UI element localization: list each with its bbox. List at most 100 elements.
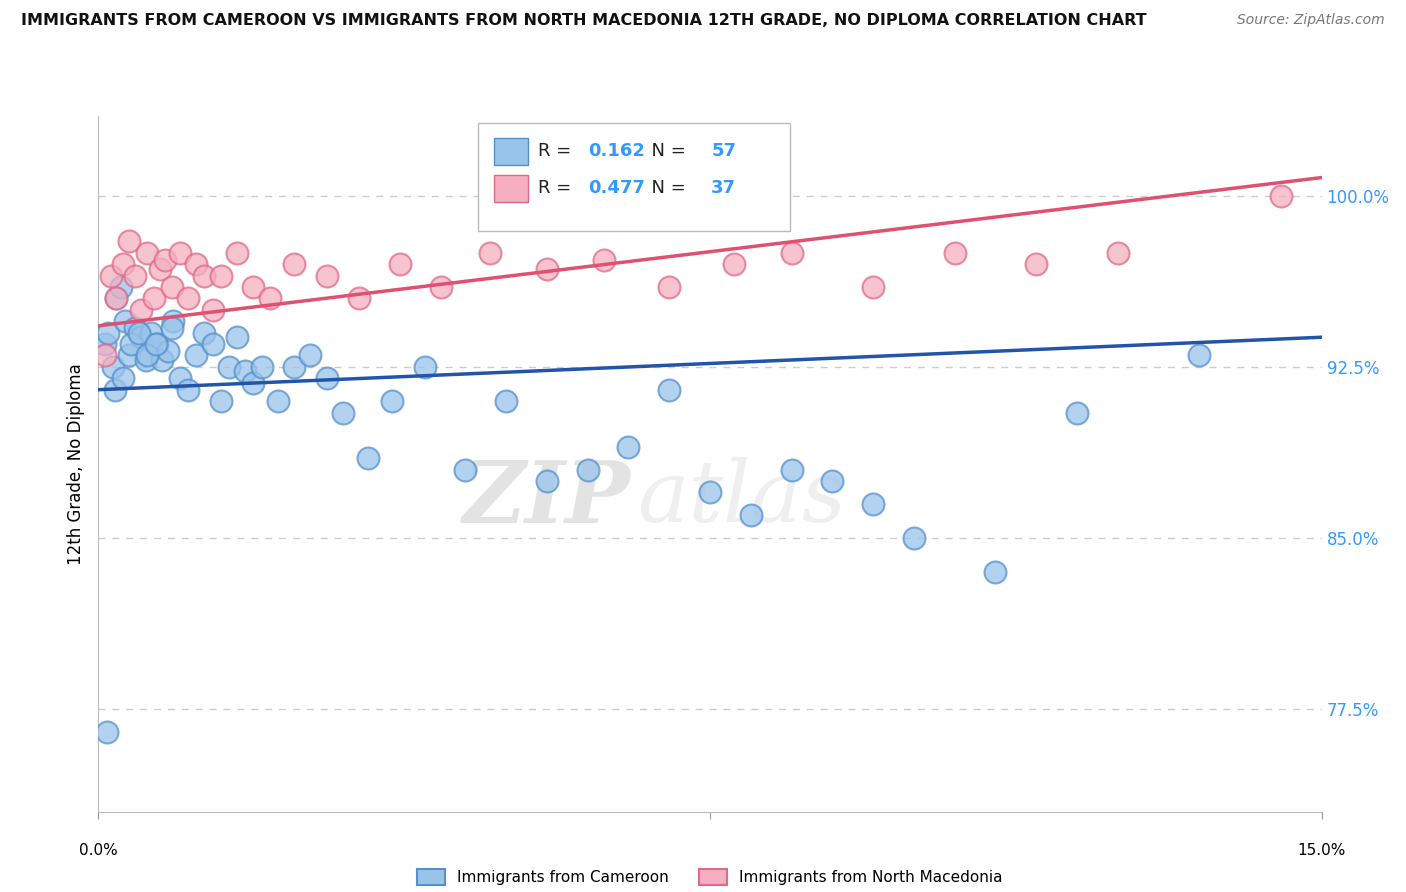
Point: [129, 330, 152, 344]
Point: [193, 326, 215, 340]
Point: [118, 235, 141, 249]
Bar: [494, 138, 527, 165]
Point: [356, 451, 378, 466]
Point: [903, 531, 925, 545]
Point: [209, 394, 232, 409]
Point: [740, 508, 762, 523]
Point: [150, 353, 173, 368]
Point: [160, 280, 183, 294]
Point: [233, 364, 256, 378]
Point: [699, 485, 721, 500]
Point: [136, 245, 159, 260]
Point: [389, 257, 412, 271]
Text: R =: R =: [537, 179, 576, 197]
Point: [413, 359, 436, 374]
Text: 0.477: 0.477: [588, 179, 644, 197]
Point: [943, 245, 966, 260]
Point: [226, 330, 249, 344]
Text: ZIP: ZIP: [463, 457, 630, 541]
Point: [94, 337, 117, 351]
Point: [142, 292, 165, 306]
Text: 15.0%: 15.0%: [1298, 843, 1346, 858]
Point: [114, 314, 136, 328]
Point: [156, 343, 179, 358]
Point: [111, 371, 134, 385]
Point: [430, 280, 453, 294]
Text: R =: R =: [537, 143, 576, 161]
Point: [149, 261, 172, 276]
Point: [1270, 189, 1292, 203]
Point: [984, 565, 1007, 579]
Point: [135, 353, 157, 368]
Point: [169, 371, 191, 385]
Point: [1188, 349, 1211, 363]
Point: [136, 349, 159, 363]
Point: [658, 383, 681, 397]
Point: [576, 462, 599, 476]
Point: [141, 326, 163, 340]
Point: [146, 337, 169, 351]
Point: [723, 257, 745, 271]
Point: [242, 376, 264, 390]
FancyBboxPatch shape: [478, 123, 790, 231]
Point: [162, 314, 184, 328]
Text: N =: N =: [640, 179, 692, 197]
Point: [111, 257, 134, 271]
Point: [349, 292, 371, 306]
Point: [1107, 245, 1129, 260]
Point: [218, 359, 240, 374]
Point: [100, 268, 122, 283]
Point: [186, 257, 208, 271]
Point: [201, 337, 224, 351]
Point: [124, 321, 146, 335]
Point: [1066, 405, 1088, 419]
Point: [259, 292, 281, 306]
Point: [124, 268, 146, 283]
Point: [283, 257, 305, 271]
Text: N =: N =: [640, 143, 692, 161]
Point: [381, 394, 404, 409]
Point: [145, 337, 167, 351]
Point: [104, 383, 127, 397]
Point: [201, 302, 224, 317]
Point: [120, 337, 142, 351]
Point: [226, 245, 249, 260]
Point: [267, 394, 290, 409]
Text: IMMIGRANTS FROM CAMEROON VS IMMIGRANTS FROM NORTH MACEDONIA 12TH GRADE, NO DIPLO: IMMIGRANTS FROM CAMEROON VS IMMIGRANTS F…: [21, 13, 1147, 29]
Text: atlas: atlas: [637, 458, 846, 540]
Point: [593, 252, 616, 267]
Point: [105, 292, 128, 306]
Point: [536, 474, 558, 488]
Point: [129, 302, 152, 317]
Point: [128, 326, 150, 340]
Point: [478, 245, 501, 260]
Point: [862, 497, 884, 511]
Point: [186, 349, 208, 363]
Point: [105, 292, 128, 306]
Point: [1025, 257, 1047, 271]
Text: 0.162: 0.162: [588, 143, 644, 161]
Point: [250, 359, 273, 374]
Point: [658, 280, 681, 294]
Point: [454, 462, 477, 476]
Point: [315, 268, 337, 283]
Point: [97, 326, 120, 340]
Point: [780, 462, 803, 476]
Point: [193, 268, 215, 283]
Point: [101, 359, 124, 374]
Point: [821, 474, 844, 488]
Legend: Immigrants from Cameroon, Immigrants from North Macedonia: Immigrants from Cameroon, Immigrants fro…: [412, 863, 1008, 891]
Point: [617, 440, 640, 454]
Point: [242, 280, 264, 294]
Text: 0.0%: 0.0%: [79, 843, 118, 858]
Text: 57: 57: [711, 143, 737, 161]
Point: [862, 280, 884, 294]
Y-axis label: 12th Grade, No Diploma: 12th Grade, No Diploma: [66, 363, 84, 565]
Point: [155, 252, 177, 267]
Point: [160, 321, 183, 335]
Point: [96, 724, 118, 739]
Text: 37: 37: [711, 179, 737, 197]
Point: [495, 394, 517, 409]
Point: [110, 280, 132, 294]
Point: [332, 405, 354, 419]
